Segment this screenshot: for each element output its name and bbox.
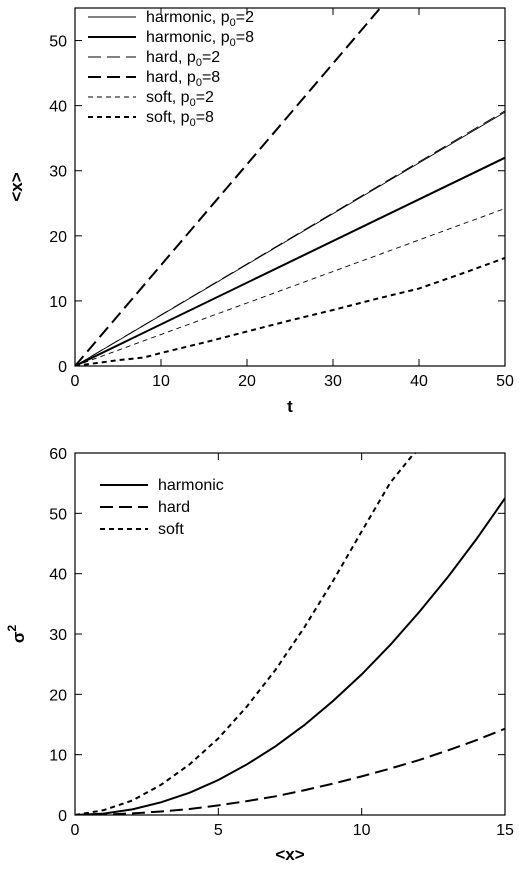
series-line-soft <box>75 453 418 815</box>
legend-label: hard, p0=8 <box>146 69 220 89</box>
legend-label: soft, p0=2 <box>146 89 214 109</box>
y-tick-label: 10 <box>49 294 67 311</box>
y-tick-label: 40 <box>49 567 67 584</box>
x-tick-label: 0 <box>71 822 80 839</box>
x-tick-label: 10 <box>353 822 371 839</box>
x-tick-label: 40 <box>410 373 428 390</box>
series-line-harmonic-p0-8 <box>75 156 505 366</box>
y-tick-label: 0 <box>58 359 67 376</box>
y-axis-title: σ2 <box>5 625 28 644</box>
y-tick-label: 50 <box>49 34 67 51</box>
series-line-harmonic-p0-2 <box>75 111 505 366</box>
legend-label: harmonic, p0=8 <box>146 29 254 49</box>
y-tick-label: 20 <box>49 687 67 704</box>
chart-bottom: 0 5 10 15 0 10 20 30 40 50 60 harmonic hard soft <x> σ2 <box>5 446 514 864</box>
series-line-hard-p0-2 <box>75 110 505 366</box>
x-axis-title: <x> <box>275 845 304 864</box>
y-tick-label: 20 <box>49 229 67 246</box>
x-tick-label: 10 <box>152 373 170 390</box>
y-tick-label: 50 <box>49 506 67 523</box>
x-axis-title: t <box>287 397 293 416</box>
series-line-hard <box>75 727 505 815</box>
y-tick-label: 60 <box>49 446 67 463</box>
series-line-harmonic <box>75 497 505 815</box>
y-tick-label: 40 <box>49 99 67 116</box>
y-tick-label: 0 <box>58 808 67 825</box>
x-tick-label: 50 <box>496 373 514 390</box>
y-axis-title: <x> <box>7 172 26 201</box>
series-line-hard-p0-8 <box>75 8 382 366</box>
x-tick-label: 20 <box>238 373 256 390</box>
x-tick-label: 0 <box>71 373 80 390</box>
series-line-soft-p0-8 <box>75 257 505 366</box>
legend-label: soft, p0=8 <box>146 109 214 129</box>
plot-frame <box>74 7 506 367</box>
legend-label: hard, p0=2 <box>146 49 220 69</box>
legend-label: harmonic, p0=2 <box>146 9 254 29</box>
x-tick-label: 5 <box>214 822 223 839</box>
legend-label: harmonic <box>158 477 224 494</box>
series-line-soft-p0-2 <box>75 208 505 366</box>
x-tick-label: 15 <box>496 822 514 839</box>
y-tick-label: 30 <box>49 627 67 644</box>
chart-top: 0 10 20 30 40 50 0 10 20 30 40 50 harmonic, p0=2harm… <box>7 7 514 416</box>
plot-frame <box>74 452 506 816</box>
x-tick-label: 30 <box>324 373 342 390</box>
legend-label: hard <box>158 499 190 516</box>
legend-label: soft <box>158 521 184 538</box>
y-tick-label: 10 <box>49 748 67 765</box>
y-tick-label: 30 <box>49 164 67 181</box>
